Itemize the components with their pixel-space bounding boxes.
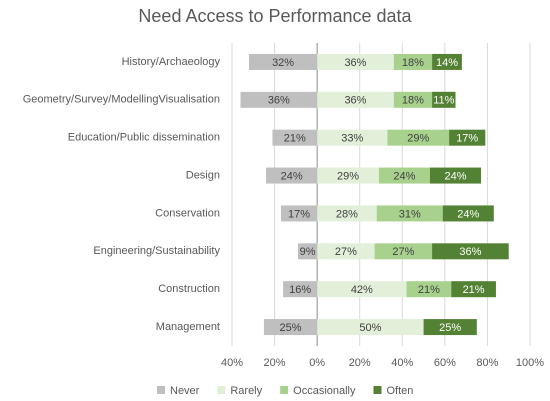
- data-label: 36%: [268, 95, 290, 107]
- bar-segment: [451, 281, 496, 298]
- legend-swatch: [373, 386, 382, 394]
- data-label: 21%: [418, 284, 440, 296]
- legend-swatch: [217, 386, 226, 394]
- category-label: Construction: [158, 283, 220, 295]
- x-tick-label: 20%: [264, 357, 286, 369]
- data-label: 21%: [463, 284, 485, 296]
- data-label: 36%: [344, 95, 366, 107]
- category-label: Education/Public dissemination: [68, 132, 220, 144]
- data-label: 31%: [399, 208, 421, 220]
- x-tick-label: 80%: [476, 357, 498, 369]
- bar-segment: [249, 53, 318, 70]
- data-label: 32%: [272, 57, 294, 69]
- data-label: 18%: [402, 57, 424, 69]
- data-label: 24%: [393, 170, 415, 182]
- bar-segment: [283, 281, 318, 298]
- x-tick-label: 0%: [309, 357, 325, 369]
- x-tick-label: 40%: [221, 357, 243, 369]
- bar-segment: [378, 167, 430, 184]
- bar-segment: [432, 243, 509, 260]
- bar-segment: [393, 91, 433, 108]
- data-label: 29%: [337, 170, 359, 182]
- data-label: 50%: [359, 322, 381, 334]
- bar-segment: [317, 167, 379, 184]
- bar-segment: [297, 243, 318, 260]
- bar-segment: [432, 91, 456, 108]
- category-label: History/Archaeology: [122, 56, 221, 68]
- bar-segment: [317, 91, 394, 108]
- legend-label: Never: [170, 385, 200, 397]
- data-label: 28%: [336, 208, 358, 220]
- data-label: 18%: [402, 95, 424, 107]
- bar-segment: [317, 281, 407, 298]
- legend-swatch: [280, 386, 289, 394]
- bar-segment: [266, 167, 318, 184]
- data-label: 16%: [289, 284, 311, 296]
- data-label: 33%: [341, 133, 363, 145]
- x-tick-label: 60%: [434, 357, 456, 369]
- bar-segment: [317, 243, 375, 260]
- data-label: 24%: [281, 170, 303, 182]
- data-label: 9%: [300, 246, 316, 258]
- bar-segment: [317, 319, 424, 336]
- category-label: Management: [156, 321, 220, 333]
- bar-segment: [240, 91, 318, 108]
- x-tick-label: 20%: [349, 357, 371, 369]
- bar-segment: [442, 205, 494, 222]
- bar-segment: [449, 129, 486, 146]
- category-label: Geometry/Survey/ModellingVisualisation: [23, 94, 220, 106]
- chart-title: Need Access to Performance data: [138, 6, 412, 26]
- data-label: 25%: [439, 322, 461, 334]
- bar-segment: [376, 205, 443, 222]
- data-label: 14%: [436, 57, 458, 69]
- category-label: Design: [186, 169, 220, 181]
- bar-segment: [317, 205, 377, 222]
- bar-segment: [406, 281, 452, 298]
- bar-segment: [393, 53, 433, 70]
- x-tick-label: 100%: [516, 357, 544, 369]
- bar-segment: [374, 243, 433, 260]
- data-label: 36%: [459, 246, 481, 258]
- legend-label: Rarely: [230, 385, 262, 397]
- data-label: 29%: [407, 133, 429, 145]
- data-label: 42%: [351, 284, 373, 296]
- data-label: 24%: [457, 208, 479, 220]
- data-label: 27%: [335, 246, 357, 258]
- data-label: 17%: [288, 208, 310, 220]
- data-label: 17%: [456, 133, 478, 145]
- category-label: Engineering/Sustainability: [93, 245, 220, 257]
- data-label: 25%: [280, 322, 302, 334]
- bar-segment: [280, 205, 318, 222]
- bar-segment: [432, 53, 462, 70]
- bar-segment: [423, 319, 477, 336]
- legend-swatch: [157, 386, 165, 394]
- legend-label: Often: [387, 385, 414, 397]
- bar-segment: [263, 319, 318, 336]
- data-label: 21%: [284, 133, 306, 145]
- bar-segment: [387, 129, 450, 146]
- bar-segment: [317, 129, 388, 146]
- data-label: 11%: [433, 95, 454, 107]
- x-tick-label: 40%: [391, 357, 413, 369]
- legend-label: Occasionally: [293, 385, 356, 397]
- bar-segment: [272, 129, 318, 146]
- category-label: Conservation: [155, 207, 220, 219]
- bar-segment: [317, 53, 394, 70]
- data-label: 27%: [392, 246, 414, 258]
- data-label: 36%: [344, 57, 366, 69]
- bar-segment: [429, 167, 482, 184]
- data-label: 24%: [444, 170, 466, 182]
